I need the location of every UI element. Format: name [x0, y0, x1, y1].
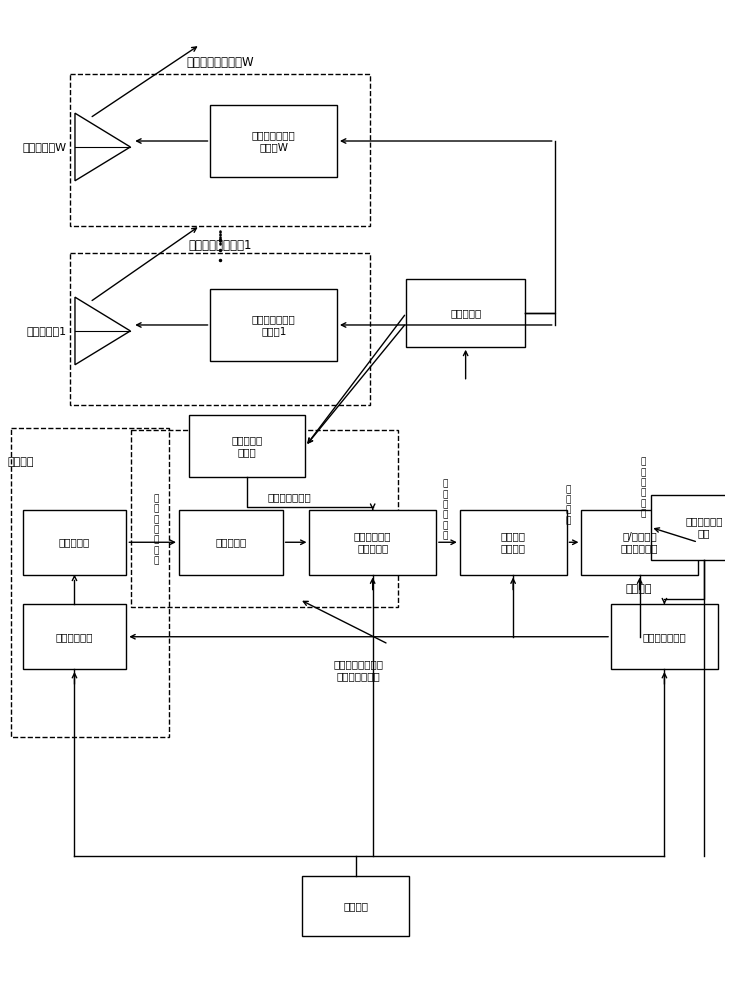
Text: 太赫兹照射信号
倍频器1: 太赫兹照射信号 倍频器1	[252, 314, 296, 336]
Text: 太赫兹照射源模块1: 太赫兹照射源模块1	[188, 239, 252, 252]
Text: 太赫兹天线1: 太赫兹天线1	[27, 326, 67, 336]
Text: 中
频
信
号: 中 频 信 号	[566, 485, 571, 525]
Bar	[210, 289, 337, 361]
Bar	[11, 428, 169, 737]
Text: 混
频
输
出
信
号: 混 频 输 出 信 号	[442, 479, 447, 540]
Text: 太赫兹本振信号: 太赫兹本振信号	[268, 492, 312, 502]
Text: 太
赫
兹
射
频
信
号: 太 赫 兹 射 频 信 号	[153, 494, 158, 566]
Bar	[70, 253, 369, 405]
Bar	[611, 604, 718, 669]
Text: 反射面天线: 反射面天线	[59, 537, 90, 547]
Text: 太赫兹本振
倍频器: 太赫兹本振 倍频器	[231, 436, 263, 457]
Bar	[70, 74, 369, 226]
Text: 太赫兹焦平面多通
道相参接收模块: 太赫兹焦平面多通 道相参接收模块	[334, 659, 384, 681]
Text: 太赫兹多波束
准光混频器: 太赫兹多波束 准光混频器	[354, 531, 391, 553]
Bar	[460, 510, 566, 575]
Bar	[179, 510, 283, 575]
Text: 中频信号
处理模块: 中频信号 处理模块	[501, 531, 526, 553]
Text: 中
频
数
字
信
号: 中 频 数 字 信 号	[641, 458, 646, 519]
Text: 天馈模块: 天馈模块	[8, 457, 34, 467]
Text: 波束分离器: 波束分离器	[215, 537, 246, 547]
Text: 模/数转换与
存储处理模块: 模/数转换与 存储处理模块	[621, 531, 658, 553]
Text: 太赫兹天线W: 太赫兹天线W	[23, 142, 67, 152]
Text: 彩色图像: 彩色图像	[626, 584, 653, 594]
Text: 太赫兹照射信号
倍频器W: 太赫兹照射信号 倍频器W	[252, 130, 296, 152]
Text: 太赫兹照射源模块W: 太赫兹照射源模块W	[186, 56, 254, 69]
Text: 本振参考源: 本振参考源	[450, 308, 481, 318]
Bar	[310, 510, 436, 575]
Bar	[23, 604, 126, 669]
Bar	[23, 510, 126, 575]
Text: 数字信号处理
模块: 数字信号处理 模块	[685, 517, 723, 538]
Bar	[189, 415, 305, 477]
Text: 天线伺服模块: 天线伺服模块	[55, 632, 93, 642]
Bar	[302, 876, 410, 936]
Bar	[650, 495, 730, 560]
Bar	[581, 510, 698, 575]
Text: 显示与控制模块: 显示与控制模块	[642, 632, 686, 642]
Bar	[407, 279, 525, 347]
Text: 电源模块: 电源模块	[343, 901, 369, 911]
Bar	[210, 105, 337, 177]
Bar	[131, 430, 399, 607]
